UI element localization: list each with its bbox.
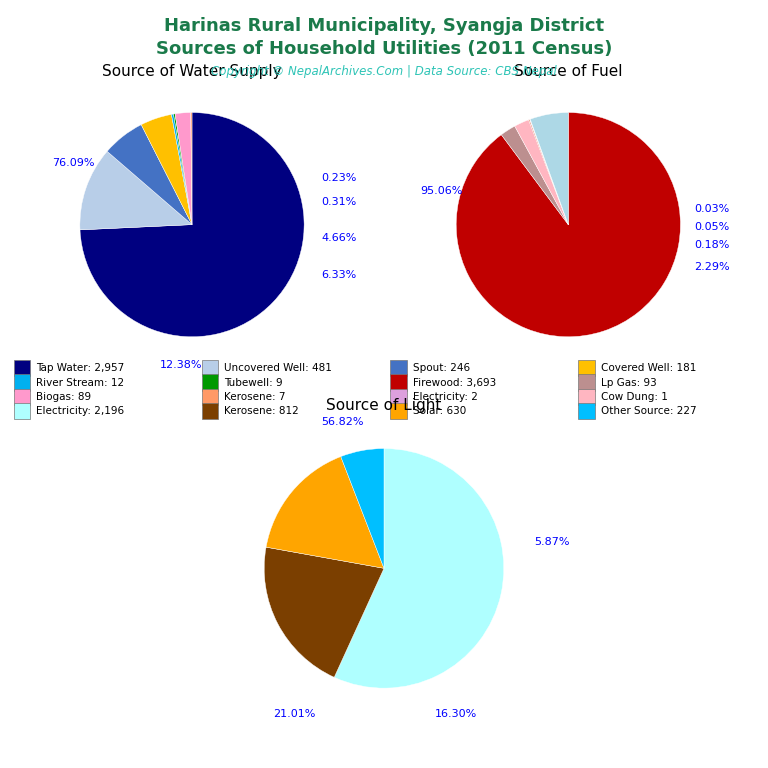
Bar bbox=[202, 360, 218, 376]
Text: Uncovered Well: 481: Uncovered Well: 481 bbox=[224, 363, 333, 373]
Bar bbox=[390, 389, 406, 405]
Text: 76.09%: 76.09% bbox=[51, 158, 94, 168]
Text: Tubewell: 9: Tubewell: 9 bbox=[224, 378, 283, 388]
Bar bbox=[578, 389, 594, 405]
Wedge shape bbox=[175, 113, 192, 224]
Text: River Stream: 12: River Stream: 12 bbox=[36, 378, 124, 388]
Text: 56.82%: 56.82% bbox=[321, 417, 363, 427]
Text: 2.29%: 2.29% bbox=[694, 262, 730, 272]
Bar bbox=[14, 360, 30, 376]
Wedge shape bbox=[334, 449, 504, 688]
Text: Kerosene: 7: Kerosene: 7 bbox=[224, 392, 286, 402]
Bar bbox=[202, 375, 218, 391]
Title: Source of Light: Source of Light bbox=[326, 399, 442, 413]
Bar bbox=[14, 403, 30, 419]
Text: 5.87%: 5.87% bbox=[534, 537, 569, 547]
Wedge shape bbox=[515, 120, 568, 224]
Wedge shape bbox=[80, 151, 192, 230]
Text: 0.31%: 0.31% bbox=[321, 197, 356, 207]
Text: 12.38%: 12.38% bbox=[160, 359, 202, 370]
Wedge shape bbox=[456, 112, 680, 336]
Title: Source of Fuel: Source of Fuel bbox=[514, 65, 623, 79]
Bar bbox=[202, 403, 218, 419]
Bar bbox=[578, 375, 594, 391]
Text: 6.33%: 6.33% bbox=[321, 270, 356, 280]
Text: Other Source: 227: Other Source: 227 bbox=[601, 406, 697, 416]
Text: Covered Well: 181: Covered Well: 181 bbox=[601, 363, 696, 373]
Wedge shape bbox=[530, 119, 568, 224]
Bar bbox=[578, 360, 594, 376]
Wedge shape bbox=[190, 112, 192, 224]
Text: Copyright © NepalArchives.Com | Data Source: CBS Nepal: Copyright © NepalArchives.Com | Data Sou… bbox=[211, 65, 557, 78]
Bar bbox=[390, 403, 406, 419]
Text: 0.18%: 0.18% bbox=[694, 240, 730, 250]
Wedge shape bbox=[530, 119, 568, 224]
Text: 95.06%: 95.06% bbox=[420, 186, 462, 196]
Text: 16.30%: 16.30% bbox=[435, 710, 477, 720]
Text: 21.01%: 21.01% bbox=[273, 710, 316, 720]
Bar bbox=[14, 375, 30, 391]
Wedge shape bbox=[528, 119, 568, 224]
Text: 0.05%: 0.05% bbox=[694, 222, 729, 232]
Text: Spout: 246: Spout: 246 bbox=[412, 363, 470, 373]
Text: Tap Water: 2,957: Tap Water: 2,957 bbox=[36, 363, 124, 373]
Bar bbox=[390, 375, 406, 391]
Text: Lp Gas: 93: Lp Gas: 93 bbox=[601, 378, 657, 388]
Wedge shape bbox=[264, 547, 384, 677]
Wedge shape bbox=[108, 124, 192, 224]
Text: 4.66%: 4.66% bbox=[321, 233, 356, 243]
Wedge shape bbox=[502, 126, 568, 224]
Text: Sources of Household Utilities (2011 Census): Sources of Household Utilities (2011 Cen… bbox=[156, 40, 612, 58]
Wedge shape bbox=[266, 457, 384, 568]
Text: Kerosene: 812: Kerosene: 812 bbox=[224, 406, 300, 416]
Text: 0.03%: 0.03% bbox=[694, 204, 729, 214]
Wedge shape bbox=[141, 114, 192, 224]
Text: Harinas Rural Municipality, Syangja District: Harinas Rural Municipality, Syangja Dist… bbox=[164, 17, 604, 35]
Text: Solar: 630: Solar: 630 bbox=[412, 406, 466, 416]
Text: Electricity: 2,196: Electricity: 2,196 bbox=[36, 406, 124, 416]
Bar bbox=[202, 389, 218, 405]
Wedge shape bbox=[341, 449, 384, 568]
Bar bbox=[14, 389, 30, 405]
Wedge shape bbox=[174, 114, 192, 224]
Title: Source of Water Supply: Source of Water Supply bbox=[102, 65, 282, 79]
Text: Cow Dung: 1: Cow Dung: 1 bbox=[601, 392, 667, 402]
Wedge shape bbox=[530, 112, 568, 224]
Wedge shape bbox=[80, 112, 304, 336]
Wedge shape bbox=[171, 114, 192, 224]
Bar bbox=[390, 360, 406, 376]
Text: Firewood: 3,693: Firewood: 3,693 bbox=[412, 378, 496, 388]
Text: 0.23%: 0.23% bbox=[321, 173, 356, 183]
Text: Biogas: 89: Biogas: 89 bbox=[36, 392, 91, 402]
Bar bbox=[578, 403, 594, 419]
Text: Electricity: 2: Electricity: 2 bbox=[412, 392, 478, 402]
